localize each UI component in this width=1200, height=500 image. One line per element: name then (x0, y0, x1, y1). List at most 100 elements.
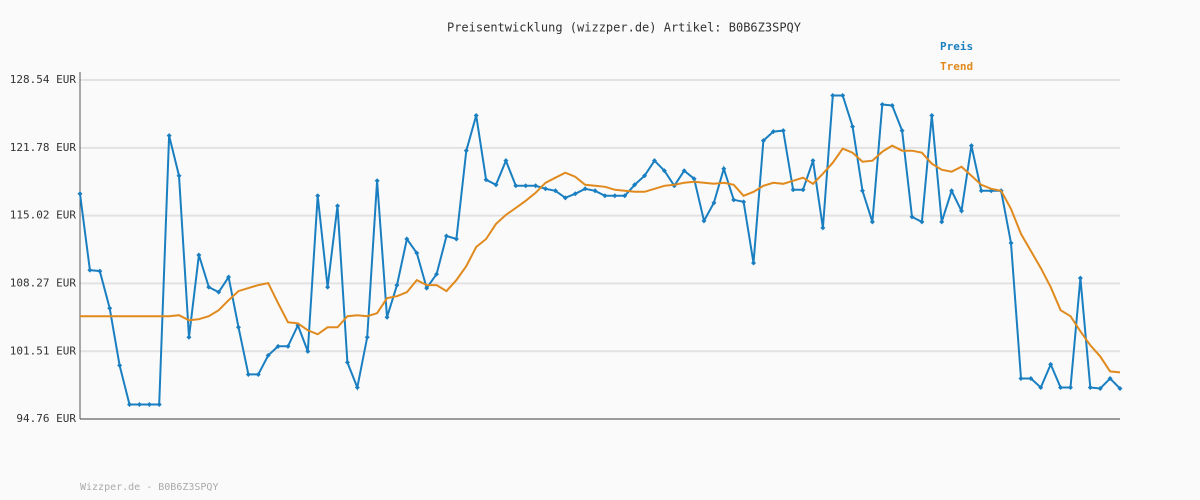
line (79, 94, 1121, 406)
point-marker (255, 371, 261, 377)
point-marker (146, 402, 152, 408)
point-marker (691, 176, 697, 182)
y-tick-label: 121.78 EUR (10, 141, 77, 154)
point-marker (582, 186, 588, 192)
point-marker (156, 402, 162, 408)
point-marker (107, 305, 113, 311)
point-marker (196, 252, 202, 258)
point-marker (344, 359, 350, 365)
point-marker (473, 113, 479, 119)
point-marker (127, 402, 133, 408)
point-marker (305, 348, 311, 354)
point-marker (533, 183, 539, 189)
legend-label: Trend (940, 60, 973, 73)
point-marker (622, 193, 628, 199)
point-marker (949, 188, 955, 194)
point-marker (1097, 385, 1103, 391)
point-marker (443, 233, 449, 239)
point-marker (315, 193, 321, 199)
point-marker (265, 352, 271, 358)
point-marker (1107, 375, 1113, 381)
point-marker (216, 289, 222, 295)
point-marker (245, 371, 251, 377)
point-marker (859, 188, 865, 194)
point-marker (572, 191, 578, 197)
y-tick-label: 128.54 EUR (10, 73, 77, 86)
point-marker (1117, 385, 1123, 391)
point-marker (463, 148, 469, 154)
point-marker (513, 183, 519, 189)
point-marker (820, 225, 826, 231)
point-marker (335, 203, 341, 209)
point-marker (117, 362, 123, 368)
point-marker (1038, 384, 1044, 390)
point-marker (800, 187, 806, 193)
point-marker (374, 178, 380, 184)
point-marker (424, 285, 430, 291)
y-tick-label: 94.76 EUR (16, 412, 76, 425)
point-marker (751, 260, 757, 266)
point-marker (1008, 240, 1014, 246)
point-marker (1018, 375, 1024, 381)
line (80, 144, 1121, 374)
point-marker (602, 193, 608, 199)
point-marker (1048, 361, 1054, 367)
point-marker (721, 166, 727, 172)
point-marker (77, 191, 83, 197)
point-marker (810, 158, 816, 164)
point-marker (780, 128, 786, 134)
point-marker (493, 182, 499, 188)
point-marker (1087, 384, 1093, 390)
point-marker (186, 334, 192, 340)
legend-label: Preis (940, 40, 973, 53)
point-marker (612, 193, 618, 199)
point-marker (384, 314, 390, 320)
point-marker (434, 271, 440, 277)
point-marker (651, 158, 657, 164)
point-marker (503, 158, 509, 164)
point-marker (1058, 384, 1064, 390)
point-marker (869, 219, 875, 225)
point-marker (136, 402, 142, 408)
point-marker (642, 173, 648, 179)
point-marker (354, 384, 360, 390)
point-marker (909, 214, 915, 220)
point-marker (166, 133, 172, 139)
point-marker (87, 267, 93, 273)
point-marker (523, 183, 529, 189)
point-marker (731, 197, 737, 203)
point-marker (770, 129, 776, 135)
point-marker (919, 219, 925, 225)
point-marker (661, 168, 667, 174)
point-marker (978, 188, 984, 194)
point-marker (543, 186, 549, 192)
point-marker (97, 268, 103, 274)
point-marker (701, 218, 707, 224)
y-tick-label: 115.02 EUR (10, 209, 77, 222)
point-marker (939, 219, 945, 225)
point-marker (235, 324, 241, 330)
point-marker (681, 168, 687, 174)
point-marker (552, 188, 558, 194)
point-marker (889, 102, 895, 108)
point-marker (404, 236, 410, 242)
point-marker (325, 284, 331, 290)
y-tick-label: 108.27 EUR (10, 276, 77, 289)
point-marker (830, 92, 836, 98)
point-marker (760, 138, 766, 144)
point-marker (226, 274, 232, 280)
point-marker (741, 199, 747, 205)
point-marker (285, 343, 291, 349)
point-marker (562, 195, 568, 201)
point-marker (959, 208, 965, 214)
point-marker (879, 101, 885, 107)
point-marker (275, 343, 281, 349)
point-marker (1028, 375, 1034, 381)
point-marker (632, 182, 638, 188)
point-marker (364, 334, 370, 340)
point-marker (206, 284, 212, 290)
point-marker (899, 128, 905, 134)
point-marker (711, 200, 717, 206)
y-tick-label: 101.51 EUR (10, 344, 77, 357)
